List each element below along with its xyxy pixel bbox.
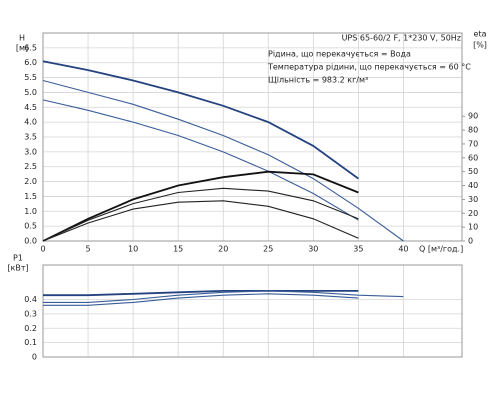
x-tick-label: 5 — [86, 245, 91, 254]
y-tick-label: 1.5 — [24, 192, 37, 201]
y2-tick-label: 70 — [468, 139, 478, 148]
x-axis-label: Q [м³/год.] — [419, 245, 463, 254]
y2-tick-label: 40 — [468, 181, 478, 190]
y-tick-label: 3.5 — [24, 133, 37, 142]
x-tick-label: 0 — [40, 245, 45, 254]
y-tick-label: 4.5 — [24, 103, 37, 112]
y-tick-label: 0.3 — [24, 309, 37, 318]
x-tick-label: 35 — [353, 245, 363, 254]
x-tick-label: 20 — [218, 245, 228, 254]
y-tick-label: 5.5 — [24, 73, 37, 82]
x-tick-label: 40 — [398, 245, 408, 254]
y2-tick-label: 80 — [468, 126, 478, 135]
y2-axis-unit: [%] — [473, 41, 487, 50]
y2-tick-label: 60 — [468, 153, 478, 162]
y-tick-label: 0.4 — [24, 295, 37, 304]
info-title: UPS 65-60/2 F, 1*230 V, 50Hz — [342, 34, 461, 43]
y-tick-label: 0.0 — [24, 237, 37, 246]
y-tick-label: 0 — [32, 353, 37, 362]
curve — [42, 187, 359, 242]
y2-tick-label: 10 — [468, 223, 478, 232]
y-tick-label: 3.0 — [24, 147, 37, 156]
curve — [42, 60, 359, 180]
x-tick-label: 10 — [128, 245, 138, 254]
y2-tick-label: 90 — [468, 112, 478, 121]
plot-frame — [42, 264, 463, 358]
x-tick-label: 15 — [173, 245, 183, 254]
y-tick-label: 2.0 — [24, 177, 37, 186]
y-tick-label: 6.0 — [24, 58, 37, 67]
curve — [42, 99, 359, 221]
y-tick-label: 5.0 — [24, 88, 37, 97]
y2-tick-label: 20 — [468, 209, 478, 218]
info-line: Рідина, що перекачується = Вода — [268, 50, 411, 59]
y2-tick-label: 0 — [468, 237, 473, 246]
y-tick-label: 2.5 — [24, 162, 37, 171]
info-line: Температура рідини, що перекачується = 6… — [267, 63, 471, 72]
y2-tick-label: 50 — [468, 167, 478, 176]
x-tick-label: 30 — [308, 245, 318, 254]
y-axis-label: H — [19, 34, 25, 43]
y-tick-label: 0.1 — [24, 338, 37, 347]
y-tick-label: 0.2 — [24, 324, 37, 333]
y2-axis-label: eta — [474, 30, 487, 39]
curve — [42, 170, 359, 242]
y2-tick-label: 30 — [468, 195, 478, 204]
plot-frame — [42, 32, 463, 242]
curve — [43, 290, 404, 303]
y-axis-label: P1 — [13, 254, 23, 263]
curve — [43, 293, 359, 306]
curve — [43, 290, 359, 297]
curve — [42, 79, 404, 242]
y-tick-label: 6.5 — [24, 43, 37, 52]
y-tick-label: 4.0 — [24, 118, 37, 127]
y-tick-label: 1.0 — [24, 207, 37, 216]
curve — [42, 200, 359, 242]
y-axis-unit: [м] — [16, 44, 28, 53]
x-tick-label: 25 — [263, 245, 273, 254]
y-tick-label: 0.5 — [24, 222, 37, 231]
y-axis-unit: [кВт] — [7, 264, 28, 273]
info-line: Щільність = 983.2 кг/м³ — [268, 76, 368, 85]
